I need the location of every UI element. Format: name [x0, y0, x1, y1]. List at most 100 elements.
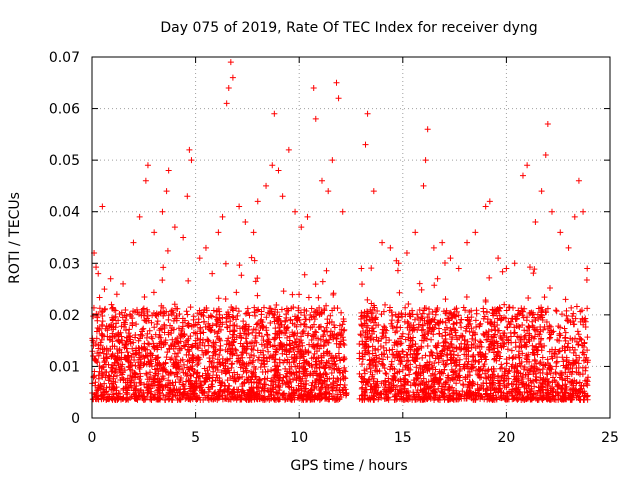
- data-point: [103, 354, 110, 361]
- data-point: [260, 357, 267, 364]
- data-point: [583, 380, 590, 387]
- data-point: [460, 304, 467, 311]
- data-point: [539, 366, 546, 373]
- data-point: [127, 366, 134, 373]
- data-point: [529, 342, 536, 349]
- data-point: [533, 360, 540, 367]
- data-point-peak: [503, 265, 510, 272]
- data-point: [432, 321, 439, 328]
- data-point: [108, 301, 115, 308]
- data-point: [276, 387, 283, 394]
- data-point: [571, 321, 578, 328]
- data-point-peak: [580, 208, 587, 215]
- data-point-peak: [412, 229, 419, 236]
- data-point-peak: [279, 193, 286, 200]
- data-point: [220, 387, 227, 394]
- data-point: [458, 324, 465, 331]
- data-point: [183, 351, 190, 358]
- data-point: [177, 330, 184, 337]
- data-point: [320, 379, 327, 386]
- data-point: [158, 308, 165, 315]
- data-point-peak: [242, 219, 249, 226]
- data-point: [399, 330, 406, 337]
- data-point: [296, 360, 303, 367]
- data-point-peak: [196, 255, 203, 262]
- data-point: [257, 380, 264, 387]
- data-point: [140, 325, 147, 332]
- data-point: [223, 315, 230, 322]
- data-point: [434, 350, 441, 357]
- data-point: [356, 370, 363, 377]
- x-tick-label: 10: [290, 430, 308, 446]
- data-point: [260, 304, 267, 311]
- data-point: [544, 305, 551, 312]
- data-point: [301, 271, 308, 278]
- data-point-peak: [420, 182, 427, 189]
- data-point: [383, 371, 390, 378]
- data-point-peak: [524, 162, 531, 169]
- data-point: [386, 347, 393, 354]
- data-point: [316, 304, 323, 311]
- data-point: [404, 324, 411, 331]
- data-point: [96, 368, 103, 375]
- data-point: [404, 351, 411, 358]
- data-point: [436, 330, 443, 337]
- data-point: [327, 312, 334, 319]
- data-point: [282, 317, 289, 324]
- data-point: [243, 369, 250, 376]
- data-point: [552, 370, 559, 377]
- data-point: [273, 302, 280, 309]
- data-point: [233, 352, 240, 359]
- data-point: [217, 337, 224, 344]
- data-point: [317, 336, 324, 343]
- data-point: [561, 325, 568, 332]
- data-point: [434, 275, 441, 282]
- data-point: [254, 292, 261, 299]
- data-point: [454, 352, 461, 359]
- data-point: [308, 305, 315, 312]
- data-point: [330, 334, 337, 341]
- data-point: [132, 371, 139, 378]
- data-point: [168, 342, 175, 349]
- data-point: [429, 315, 436, 322]
- data-point-peak: [304, 213, 311, 220]
- data-point: [92, 382, 99, 389]
- data-point: [300, 363, 307, 370]
- data-point: [201, 306, 208, 313]
- data-point: [308, 389, 315, 396]
- data-point: [574, 328, 581, 335]
- data-point: [109, 305, 116, 312]
- data-point: [380, 362, 387, 369]
- data-point: [397, 335, 404, 342]
- data-point: [518, 305, 525, 312]
- data-point: [215, 295, 222, 302]
- data-point: [147, 374, 154, 381]
- data-point-peak: [318, 177, 325, 184]
- data-point: [323, 302, 330, 309]
- data-point-peak: [310, 84, 317, 91]
- data-point: [546, 335, 553, 342]
- data-point: [171, 301, 178, 308]
- data-point: [146, 341, 153, 348]
- data-point: [376, 355, 383, 362]
- data-point: [584, 334, 591, 341]
- data-point: [418, 344, 425, 351]
- data-point: [439, 347, 446, 354]
- data-point: [359, 384, 366, 391]
- data-point: [187, 304, 194, 311]
- data-point: [512, 344, 519, 351]
- data-point: [570, 360, 577, 367]
- data-point-peak: [312, 115, 319, 122]
- data-point: [555, 323, 562, 330]
- data-point: [368, 265, 375, 272]
- data-point-peak: [511, 260, 518, 267]
- data-point: [331, 358, 338, 365]
- data-point: [342, 368, 349, 375]
- data-point-peak: [292, 208, 299, 215]
- data-point: [575, 341, 582, 348]
- data-point: [272, 335, 279, 342]
- data-point-peak: [219, 213, 226, 220]
- y-tick-label: 0.04: [49, 205, 80, 221]
- data-point: [562, 377, 569, 384]
- data-point: [382, 301, 389, 308]
